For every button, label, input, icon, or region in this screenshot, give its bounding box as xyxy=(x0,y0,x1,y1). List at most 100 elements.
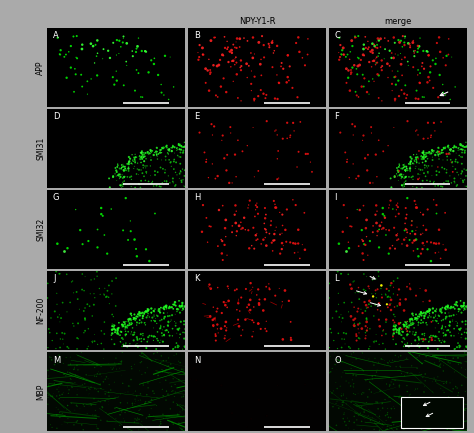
Point xyxy=(290,127,298,134)
Point xyxy=(116,37,123,44)
Point xyxy=(103,250,111,257)
Point xyxy=(212,337,219,344)
Point xyxy=(430,179,438,186)
Point xyxy=(343,214,351,221)
Point xyxy=(444,403,451,410)
Point xyxy=(390,311,398,318)
Point xyxy=(446,172,454,179)
Point xyxy=(125,159,132,166)
Point xyxy=(436,406,443,413)
Point xyxy=(104,375,112,382)
Point xyxy=(144,149,152,155)
Point xyxy=(74,386,82,393)
Point xyxy=(171,301,178,308)
Point xyxy=(381,46,389,53)
Point xyxy=(420,332,428,339)
Point xyxy=(357,306,365,313)
Point xyxy=(48,424,56,431)
Point xyxy=(416,180,424,187)
Point xyxy=(130,163,138,170)
Point xyxy=(391,97,399,104)
Point xyxy=(165,148,173,155)
Point xyxy=(337,129,344,136)
Point xyxy=(78,286,86,293)
Point xyxy=(395,326,403,333)
Point xyxy=(146,172,154,179)
Point xyxy=(450,333,458,339)
Point xyxy=(376,418,383,425)
Point xyxy=(393,237,401,244)
Point xyxy=(340,330,347,336)
Point xyxy=(436,313,443,320)
Point xyxy=(401,173,409,180)
Point xyxy=(431,307,439,314)
Point xyxy=(292,39,300,46)
Point xyxy=(149,388,157,394)
Point xyxy=(369,358,377,365)
Point xyxy=(94,397,102,404)
Point xyxy=(214,173,221,180)
Point xyxy=(156,149,164,156)
Point xyxy=(365,301,373,308)
Point xyxy=(332,366,340,373)
Point xyxy=(452,149,460,156)
Point xyxy=(393,303,401,310)
Point xyxy=(433,333,441,340)
Point xyxy=(385,383,393,390)
Point xyxy=(453,183,460,190)
Point xyxy=(134,343,142,350)
Point xyxy=(124,400,131,407)
Point xyxy=(405,173,413,180)
Point xyxy=(167,318,174,325)
Point xyxy=(172,159,180,166)
Point xyxy=(277,63,285,70)
Point xyxy=(435,329,443,336)
Point xyxy=(390,55,397,61)
Point xyxy=(394,168,402,175)
Point xyxy=(401,236,408,243)
Point xyxy=(175,325,183,332)
Point xyxy=(434,182,442,189)
Point xyxy=(262,95,269,102)
Point xyxy=(461,176,468,183)
Point xyxy=(119,163,127,170)
Point xyxy=(173,326,181,333)
Point xyxy=(331,361,339,368)
Point xyxy=(156,339,164,346)
Point xyxy=(122,167,130,174)
Point xyxy=(265,284,273,291)
Point xyxy=(113,37,121,44)
Point xyxy=(213,308,220,315)
Point xyxy=(419,48,427,55)
Point xyxy=(345,67,352,74)
Point xyxy=(113,365,120,372)
Point xyxy=(249,34,257,41)
Point xyxy=(375,137,383,144)
Point xyxy=(112,165,119,171)
Point xyxy=(134,160,141,167)
Point xyxy=(247,81,255,87)
Point xyxy=(392,321,399,328)
Point xyxy=(143,170,150,177)
Point xyxy=(394,52,402,58)
Point xyxy=(414,48,421,55)
Point xyxy=(60,389,67,396)
Point xyxy=(388,87,396,94)
Point xyxy=(155,308,163,315)
Point xyxy=(419,310,427,317)
Point xyxy=(388,81,396,87)
Point xyxy=(278,246,285,252)
Point xyxy=(399,165,407,172)
Text: A: A xyxy=(53,31,59,40)
Point xyxy=(136,368,143,375)
Point xyxy=(340,411,348,418)
Point xyxy=(132,246,140,252)
Point xyxy=(180,393,187,400)
Point xyxy=(105,381,113,388)
Point xyxy=(148,396,155,403)
Point xyxy=(274,382,282,389)
Point xyxy=(383,60,391,67)
Point xyxy=(54,240,61,247)
Point xyxy=(101,391,109,397)
Point xyxy=(127,310,135,317)
